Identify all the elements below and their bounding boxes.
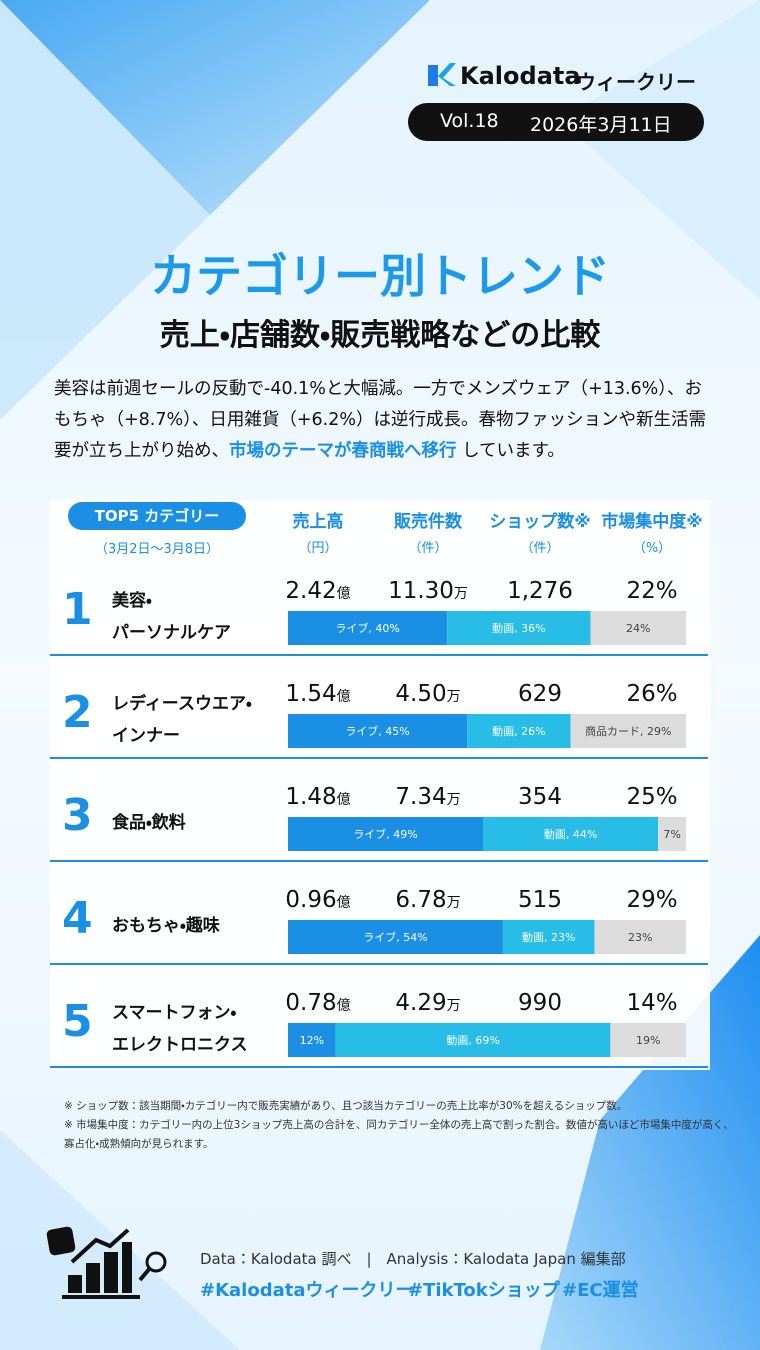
concentration: 26% — [582, 681, 722, 707]
units-value: 4.50 — [395, 681, 447, 707]
shops: 354 — [470, 784, 610, 810]
units: 4.29万 — [358, 990, 498, 1016]
column-unit: （件） — [520, 541, 560, 556]
volume: Vol.18 — [440, 110, 499, 132]
units-unit: 万 — [446, 792, 461, 808]
note: 寡占化・成熟傾向が見られます。 — [64, 1138, 214, 1150]
units-value: 11.30 — [388, 578, 454, 604]
shops-value: 629 — [518, 681, 562, 707]
category-name: おもちゃ・趣味 — [112, 916, 220, 936]
source: Data：Kalodata 調べ | Analysis：Kalodata Jap… — [200, 1250, 626, 1268]
concentration-value: 26% — [626, 681, 678, 707]
shops-value: 515 — [518, 887, 562, 913]
brand-suffix: ウィークリー — [576, 70, 696, 94]
category-name: 食品・飲料 — [112, 813, 186, 833]
units: 7.34万 — [358, 784, 498, 810]
category-name: スマートフォン・ — [112, 1003, 237, 1023]
units-unit: 万 — [453, 586, 468, 602]
units-value: 6.78 — [395, 887, 447, 913]
intro-text: 美容は前週セールの反動で-40.1%と大幅減。一方でメンズウェア（+13.6%）… — [54, 379, 706, 461]
category-name: レディースウエア・ — [112, 694, 252, 714]
date: 2026年3月11日 — [530, 114, 672, 136]
sales-value: 2.42 — [285, 578, 337, 604]
hashtag: #TikTokショップ — [408, 1280, 560, 1301]
shops: 990 — [470, 990, 610, 1016]
intro-text: しています。 — [456, 441, 565, 461]
sales-unit: 億 — [336, 586, 351, 602]
sales-unit: 億 — [336, 689, 351, 705]
shops: 1,276 — [470, 578, 610, 604]
shops-value: 354 — [518, 784, 562, 810]
note: ※ ショップ数：該当期間・カテゴリー内で販売実績があり、且つ該当カテゴリーの売上… — [64, 1100, 628, 1112]
units: 6.78万 — [358, 887, 498, 913]
column-unit: （%） — [632, 541, 672, 556]
intro: 美容は前週セールの反動で-40.1%と大幅減。一方でメンズウェア（+13.6%）… — [54, 374, 714, 467]
note: ※ 市場集中度：カテゴリー内の上位3ショップ売上高の合計を、同カテゴリー全体の売… — [64, 1119, 734, 1131]
hashtag: #Kalodataウィークリー — [200, 1280, 414, 1301]
concentration: 22% — [582, 578, 722, 604]
sales: 0.96億 — [248, 887, 388, 913]
units: 11.30万 — [358, 578, 498, 604]
column-name: ショップ数※ — [489, 512, 591, 532]
column-unit: （件） — [408, 541, 448, 556]
sales: 1.48億 — [248, 784, 388, 810]
rank: 3 — [62, 790, 93, 841]
sales-value: 0.96 — [285, 887, 337, 913]
category-name: インナー — [112, 726, 180, 746]
highlight-text: 市場のテーマが春商戦へ移行 — [229, 441, 457, 461]
subtitle: 売上・店舗数・販売戦略などの比較 — [159, 318, 601, 353]
sales-value: 1.54 — [285, 681, 337, 707]
table-label: TOP5 カテゴリー — [94, 507, 220, 525]
table-period: （3月2日〜3月8日） — [94, 542, 220, 557]
column-name: 販売件数 — [394, 512, 462, 532]
title: カテゴリー別トレンド — [150, 249, 610, 303]
units-value: 4.29 — [395, 990, 447, 1016]
category-name: パーソナルケア — [112, 623, 231, 643]
concentration-value: 14% — [626, 990, 678, 1016]
shops: 515 — [470, 887, 610, 913]
sales-unit: 億 — [336, 998, 351, 1014]
units-unit: 万 — [446, 895, 461, 911]
shops: 629 — [470, 681, 610, 707]
rank: 5 — [62, 996, 93, 1047]
sales-value: 1.48 — [285, 784, 337, 810]
sales: 2.42億 — [248, 578, 388, 604]
sales-value: 0.78 — [285, 990, 337, 1016]
sales-unit: 億 — [336, 792, 351, 808]
concentration-value: 25% — [626, 784, 678, 810]
category-name: エレクトロニクス — [112, 1035, 248, 1055]
column-name: 売上高 — [292, 512, 344, 532]
sales: 1.54億 — [248, 681, 388, 707]
concentration-value: 29% — [626, 887, 678, 913]
sales-unit: 億 — [336, 895, 351, 911]
sales: 0.78億 — [248, 990, 388, 1016]
shops-value: 990 — [518, 990, 562, 1016]
shops-value: 1,276 — [507, 578, 573, 604]
concentration-value: 22% — [626, 578, 678, 604]
hashtag: #EC運営 — [562, 1280, 639, 1301]
units: 4.50万 — [358, 681, 498, 707]
concentration: 25% — [582, 784, 722, 810]
units-value: 7.34 — [395, 784, 447, 810]
rank: 1 — [62, 584, 93, 635]
column-unit: （円） — [298, 541, 338, 556]
concentration: 29% — [582, 887, 722, 913]
category-name: 美容・ — [112, 591, 152, 611]
concentration: 14% — [582, 990, 722, 1016]
brand: Kalodata — [460, 62, 581, 90]
units-unit: 万 — [446, 998, 461, 1014]
rank: 2 — [62, 687, 93, 738]
column-name: 市場集中度※ — [601, 512, 703, 532]
units-unit: 万 — [446, 689, 461, 705]
rank: 4 — [62, 893, 93, 944]
